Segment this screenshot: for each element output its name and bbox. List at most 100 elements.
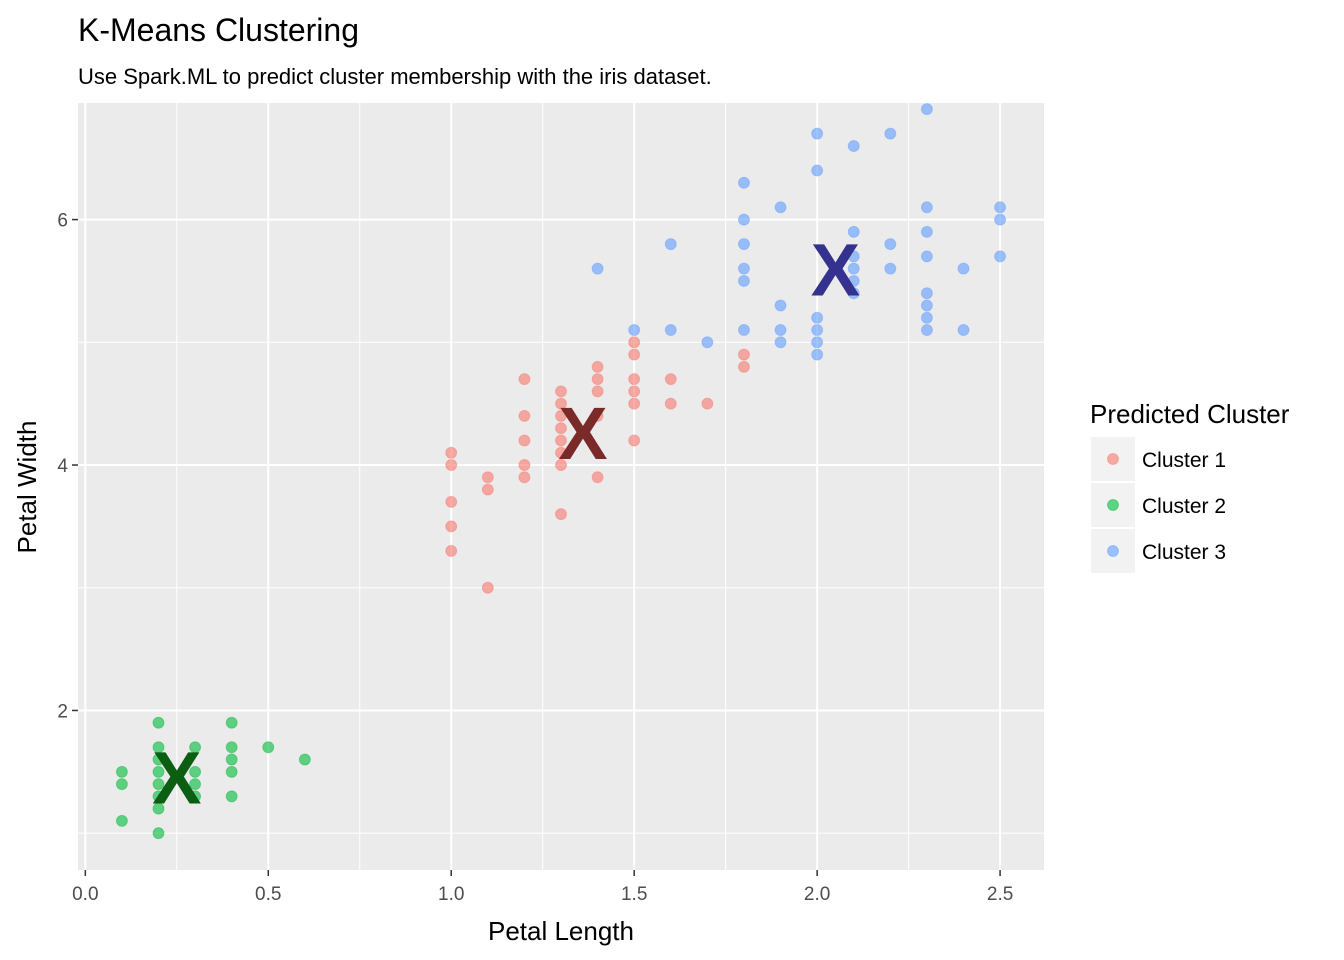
data-point-cluster-1 xyxy=(628,348,641,361)
data-point-cluster-1 xyxy=(555,397,567,410)
data-point-cluster-3 xyxy=(847,287,860,300)
data-point-cluster-3 xyxy=(920,324,933,337)
data-point-cluster-1 xyxy=(445,446,458,459)
legend-label-cluster-2: Cluster 2 xyxy=(1142,495,1226,518)
data-point-cluster-1 xyxy=(664,373,677,386)
data-point-cluster-3 xyxy=(994,213,1007,226)
data-point-cluster-1 xyxy=(664,397,677,410)
data-point-cluster-3 xyxy=(811,324,824,337)
data-point-cluster-2 xyxy=(225,790,238,803)
data-point-cluster-2 xyxy=(152,778,165,791)
data-point-cluster-1 xyxy=(481,581,494,594)
data-point-cluster-1 xyxy=(701,397,714,410)
data-point-cluster-1 xyxy=(518,409,531,422)
data-point-cluster-3 xyxy=(920,103,933,116)
data-point-cluster-3 xyxy=(737,213,750,226)
data-point-cluster-3 xyxy=(920,287,933,300)
data-point-cluster-1 xyxy=(591,385,604,398)
data-point-cluster-1 xyxy=(555,422,567,435)
data-point-cluster-1 xyxy=(737,348,750,361)
x-tick-label: 1.0 xyxy=(438,884,464,905)
legend-key-cluster-1 xyxy=(1107,453,1119,465)
data-point-cluster-1 xyxy=(445,459,458,472)
x-tick-label: 1.5 xyxy=(621,884,647,905)
x-tick-label: 0.0 xyxy=(72,884,98,905)
data-point-cluster-2 xyxy=(115,814,128,827)
centroid-marker-cluster-2: X xyxy=(152,737,201,820)
data-point-cluster-2 xyxy=(152,753,165,766)
data-point-cluster-1 xyxy=(555,434,567,447)
data-point-cluster-3 xyxy=(957,324,970,337)
data-point-cluster-1 xyxy=(518,471,531,484)
data-point-cluster-2 xyxy=(152,790,165,803)
data-point-cluster-1 xyxy=(445,495,458,508)
data-point-cluster-1 xyxy=(518,434,531,447)
plot-panel xyxy=(78,103,1044,870)
data-point-cluster-2 xyxy=(152,716,165,729)
data-point-cluster-1 xyxy=(555,508,567,521)
data-point-cluster-1 xyxy=(628,373,641,386)
grid-lines xyxy=(78,103,1044,870)
y-tick-label: 2 xyxy=(57,701,68,722)
data-point-cluster-3 xyxy=(884,238,897,251)
x-tick-label: 2.0 xyxy=(804,884,830,905)
data-point-cluster-3 xyxy=(737,324,750,337)
data-point-cluster-3 xyxy=(774,336,787,349)
data-point-cluster-2 xyxy=(189,741,202,754)
data-point-cluster-1 xyxy=(445,544,458,557)
data-point-cluster-1 xyxy=(518,373,531,386)
data-point-cluster-1 xyxy=(591,471,604,484)
legend: Predicted Cluster Cluster 1 Cluster 2 Clus… xyxy=(1090,399,1290,573)
data-point-cluster-3 xyxy=(737,176,750,189)
data-point-cluster-3 xyxy=(994,250,1007,263)
data-point-cluster-1 xyxy=(555,409,567,422)
legend-key-cluster-2 xyxy=(1107,499,1119,511)
data-point-cluster-1 xyxy=(591,409,604,422)
data-point-cluster-2 xyxy=(262,741,275,754)
data-point-cluster-3 xyxy=(847,225,860,238)
data-point-cluster-3 xyxy=(664,324,677,337)
data-point-cluster-3 xyxy=(884,127,897,140)
data-point-cluster-2 xyxy=(225,741,238,754)
data-points xyxy=(115,103,1007,840)
data-point-cluster-3 xyxy=(847,262,860,275)
data-point-cluster-3 xyxy=(774,324,787,337)
data-point-cluster-2 xyxy=(152,802,165,815)
data-point-cluster-2 xyxy=(189,790,202,803)
data-point-cluster-3 xyxy=(737,238,750,251)
centroid-marker-cluster-1: X xyxy=(558,392,607,475)
data-point-cluster-3 xyxy=(920,299,933,312)
data-point-cluster-1 xyxy=(445,520,458,533)
x-tick-label: 2.5 xyxy=(987,884,1013,905)
data-point-cluster-3 xyxy=(774,201,787,214)
data-point-cluster-3 xyxy=(957,262,970,275)
data-point-cluster-2 xyxy=(225,716,238,729)
data-point-cluster-1 xyxy=(518,459,531,472)
data-point-cluster-3 xyxy=(811,164,824,177)
data-point-cluster-3 xyxy=(920,250,933,263)
data-point-cluster-3 xyxy=(737,262,750,275)
data-point-cluster-3 xyxy=(811,127,824,140)
y-tick-label: 4 xyxy=(57,456,68,477)
data-point-cluster-1 xyxy=(555,459,567,472)
data-point-cluster-2 xyxy=(152,827,165,840)
axis-ticks: 0.0 0.5 1.0 1.5 2.0 2.5 2 4 6 xyxy=(57,211,1013,905)
data-point-cluster-3 xyxy=(811,311,824,324)
data-point-cluster-1 xyxy=(481,483,494,496)
data-point-cluster-2 xyxy=(152,765,165,778)
data-point-cluster-3 xyxy=(994,201,1007,214)
data-point-cluster-3 xyxy=(811,348,824,361)
legend-title: Predicted Cluster xyxy=(1090,399,1290,429)
x-tick-label: 0.5 xyxy=(255,884,281,905)
data-point-cluster-3 xyxy=(920,201,933,214)
data-point-cluster-2 xyxy=(115,765,128,778)
data-point-cluster-2 xyxy=(225,753,238,766)
data-point-cluster-1 xyxy=(481,471,494,484)
legend-label-cluster-3: Cluster 3 xyxy=(1142,541,1226,564)
data-point-cluster-1 xyxy=(628,385,641,398)
data-point-cluster-2 xyxy=(189,765,202,778)
legend-key-cluster-3 xyxy=(1107,545,1119,557)
data-point-cluster-3 xyxy=(664,238,677,251)
data-point-cluster-3 xyxy=(774,299,787,312)
data-point-cluster-3 xyxy=(737,274,750,287)
